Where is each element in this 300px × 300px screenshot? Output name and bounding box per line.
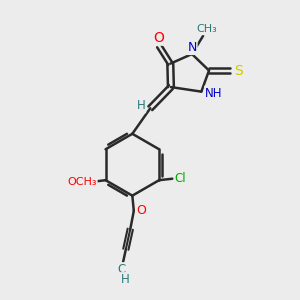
Text: N: N (187, 41, 196, 54)
Text: O: O (136, 204, 146, 217)
Text: NH: NH (205, 87, 222, 100)
Text: Cl: Cl (175, 172, 186, 185)
Text: C: C (117, 263, 125, 276)
Text: OCH₃: OCH₃ (67, 177, 97, 187)
Text: CH₃: CH₃ (196, 24, 217, 34)
Text: H: H (121, 273, 130, 286)
Text: S: S (234, 64, 243, 77)
Text: H: H (136, 99, 145, 112)
Text: O: O (153, 31, 164, 45)
